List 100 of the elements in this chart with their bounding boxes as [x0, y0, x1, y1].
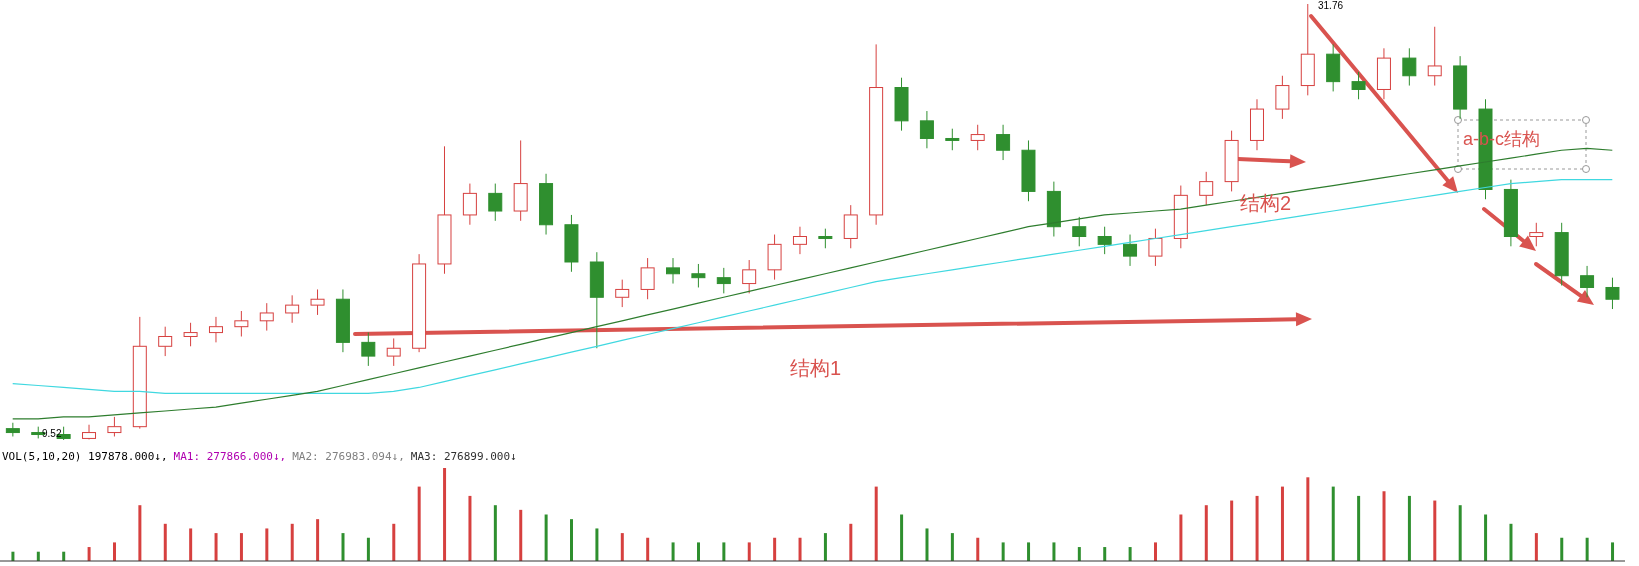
candlestick	[818, 228, 833, 249]
candlestick	[945, 128, 960, 151]
bar	[747, 542, 751, 561]
candlestick	[462, 183, 477, 226]
text: MA2: 276983.094↓,	[292, 450, 405, 463]
bar	[443, 468, 447, 561]
bar	[976, 537, 980, 561]
bar	[620, 533, 624, 561]
candlestick	[640, 257, 655, 300]
bar	[1128, 547, 1132, 561]
bar	[798, 537, 802, 561]
bar	[570, 519, 574, 561]
candlestick	[259, 302, 274, 332]
candlestick	[183, 322, 198, 347]
bar	[773, 537, 777, 561]
candlestick	[361, 332, 376, 367]
candlestick	[1123, 234, 1138, 267]
bar	[1077, 547, 1081, 561]
bar	[1357, 495, 1361, 561]
text: VOL(5,10,20) 197878.000↓,	[2, 450, 168, 463]
bar	[1306, 477, 1310, 561]
bar	[1204, 505, 1208, 561]
annotation: 结构2	[1240, 191, 1292, 216]
bar	[1052, 542, 1056, 561]
bar	[1433, 500, 1437, 561]
bar	[87, 547, 91, 561]
bar	[595, 528, 599, 561]
bar	[1103, 547, 1107, 561]
bar	[696, 542, 700, 561]
bar	[1154, 542, 1157, 561]
bar	[925, 528, 929, 561]
candlestick	[742, 259, 757, 294]
candlestick	[488, 183, 503, 222]
bar	[163, 523, 167, 561]
bar	[493, 505, 497, 561]
bar	[1331, 486, 1335, 561]
annotation: 9.52	[42, 428, 62, 439]
bar	[1001, 542, 1005, 561]
candlestick	[234, 310, 249, 337]
bar	[214, 533, 218, 561]
bar	[392, 523, 396, 561]
bar	[1458, 505, 1462, 561]
candlestick	[107, 416, 122, 437]
candlestick	[1199, 171, 1214, 206]
candlestick	[615, 279, 630, 308]
bar	[112, 542, 116, 561]
bar	[1255, 495, 1259, 561]
bar	[417, 486, 421, 561]
bar	[468, 495, 472, 561]
bar	[1509, 523, 1513, 561]
bar	[1534, 533, 1538, 561]
candlestick	[666, 257, 680, 285]
bar	[1560, 537, 1564, 561]
bar	[950, 533, 954, 561]
candlestick	[285, 294, 300, 324]
bar	[366, 537, 370, 561]
candlestick	[1605, 277, 1620, 310]
bar	[1382, 491, 1386, 561]
bar	[646, 537, 650, 561]
bar	[1585, 537, 1589, 561]
candlestick	[1580, 265, 1595, 298]
candlestick	[691, 263, 706, 288]
candlestick	[1072, 216, 1087, 247]
candlestick	[1275, 75, 1290, 120]
candlestick	[1351, 71, 1366, 100]
annotation: 31.76	[1318, 0, 1344, 11]
bar	[138, 505, 142, 561]
candlestick	[1427, 26, 1442, 87]
bar	[519, 509, 523, 561]
bar	[544, 514, 548, 561]
bar	[1484, 514, 1488, 561]
bar	[341, 533, 345, 561]
bar	[1179, 514, 1183, 561]
candlestick	[970, 124, 985, 151]
bar	[1230, 500, 1234, 561]
candlestick	[386, 337, 401, 367]
bar	[1027, 542, 1031, 561]
text: MA1: 277866.000↓,	[173, 450, 287, 463]
bar	[849, 523, 853, 561]
bar	[1280, 486, 1284, 561]
candlestick	[792, 226, 807, 255]
bar	[290, 523, 294, 561]
candlestick	[996, 124, 1011, 161]
bar	[316, 519, 320, 561]
candlestick	[82, 424, 97, 440]
bar	[671, 542, 675, 561]
candlestick	[1402, 47, 1417, 87]
candlestick	[1529, 222, 1544, 247]
bar	[900, 514, 904, 561]
bar	[1611, 542, 1615, 561]
bar	[874, 486, 878, 561]
candlestick	[158, 326, 173, 357]
candlestick	[716, 267, 731, 294]
bar	[823, 533, 827, 561]
bar	[1407, 495, 1411, 561]
candlestick	[1097, 226, 1112, 255]
candlestick	[919, 110, 934, 149]
candlestick	[1148, 228, 1163, 267]
annotation: 结构1	[790, 356, 842, 381]
candlestick	[208, 316, 223, 343]
